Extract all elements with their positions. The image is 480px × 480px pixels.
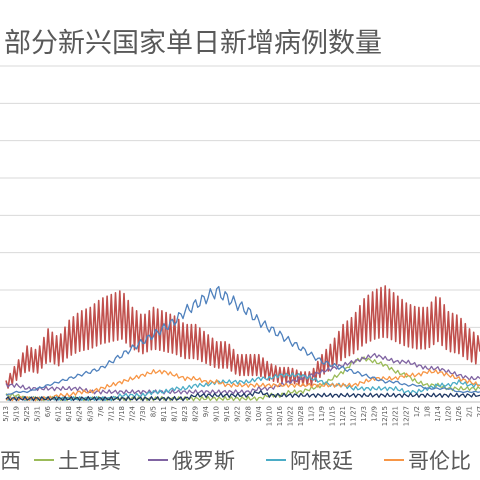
legend-item: 俄罗斯 <box>148 449 235 473</box>
x-tick-label: 12/21 <box>392 406 400 426</box>
x-tick-label: 7/6 <box>97 405 105 417</box>
x-tick-labels: 5/13 5/19 5/25 5/31 6/6 6/12 6/18 6/24 6/30 7/6 7/… <box>2 405 480 426</box>
x-tick-label: 6/6 <box>44 405 52 417</box>
x-tick-label: 8/29 <box>192 406 200 422</box>
x-tick-label: 12/15 <box>381 406 389 426</box>
series-line <box>5 372 480 402</box>
x-tick-label: 12/3 <box>360 406 368 422</box>
legend-item: 阿根廷 <box>266 449 353 473</box>
series-line <box>5 285 480 389</box>
legend-item: 西 <box>0 449 21 473</box>
x-tick-label: 7/18 <box>118 406 126 422</box>
x-tick-label: 5/19 <box>13 406 21 422</box>
x-tick-label: 8/23 <box>181 406 189 422</box>
x-tick-label: 1/26 <box>455 405 463 421</box>
x-tick-label: 1/8 <box>423 406 431 417</box>
x-tick-label: 12/9 <box>371 406 379 422</box>
x-tick-label: 7/30 <box>139 406 147 422</box>
x-tick-label: 11/9 <box>318 406 326 422</box>
x-tick-label: 6/18 <box>65 406 73 422</box>
legend-label: 西 <box>0 449 21 473</box>
x-tick-label: 9/4 <box>202 405 210 417</box>
legend: 西 土耳其 俄罗斯 阿根廷 哥伦比 <box>0 449 471 473</box>
x-tick-label: 5/13 <box>2 406 10 422</box>
x-tick-label: 2/1 <box>466 406 474 417</box>
series-layer <box>5 285 480 402</box>
legend-item: 哥伦比 <box>384 449 471 473</box>
x-tick-label: 11/3 <box>308 406 316 422</box>
x-tick-label: 10/16 <box>276 405 284 426</box>
x-tick-label: 5/31 <box>34 406 42 422</box>
legend-label: 土耳其 <box>58 449 121 473</box>
x-tick-label: 1/20 <box>444 406 452 422</box>
x-tick-label: 9/10 <box>213 406 221 422</box>
x-tick-label: 1/2 <box>413 406 421 417</box>
x-tick-label: 10/10 <box>265 406 273 426</box>
x-tick-label: 7/24 <box>128 405 136 421</box>
x-tick-label: 7/12 <box>107 406 115 422</box>
series-line <box>5 369 480 402</box>
x-tick-label: 1/14 <box>434 405 442 421</box>
x-tick-label: 10/28 <box>297 406 305 426</box>
x-tick-label: 8/17 <box>171 406 179 422</box>
series-line <box>5 352 480 395</box>
chart-title: 部分新兴国家单日新增病例数量 <box>4 28 382 59</box>
x-tick-label: 5/25 <box>23 406 31 422</box>
x-tick-label: 8/11 <box>160 406 168 422</box>
x-tick-label: 10/22 <box>286 406 294 426</box>
x-tick-label: 11/27 <box>350 406 358 426</box>
legend-item: 土耳其 <box>34 449 121 473</box>
x-tick-label: 9/28 <box>244 406 252 422</box>
legend-label: 俄罗斯 <box>172 449 235 473</box>
x-tick-label: 11/21 <box>339 406 347 426</box>
x-tick-label: 6/24 <box>76 405 84 421</box>
legend-label: 阿根廷 <box>290 449 353 473</box>
x-tick-label: 9/16 <box>223 405 231 421</box>
series-line <box>5 389 480 402</box>
x-tick-label: 11/15 <box>329 406 337 426</box>
x-tick-label: 6/30 <box>86 406 94 422</box>
legend-label: 哥伦比 <box>408 449 471 473</box>
x-tick-label: 2/7 <box>476 406 480 417</box>
x-tick-label: 10/4 <box>255 405 263 421</box>
gridlines <box>0 65 480 403</box>
x-tick-label: 12/27 <box>402 406 410 426</box>
x-tick-label: 9/22 <box>234 406 242 422</box>
x-tick-label: 6/12 <box>55 406 63 422</box>
series-line <box>5 285 480 396</box>
x-tick-label: 8/5 <box>150 406 158 417</box>
